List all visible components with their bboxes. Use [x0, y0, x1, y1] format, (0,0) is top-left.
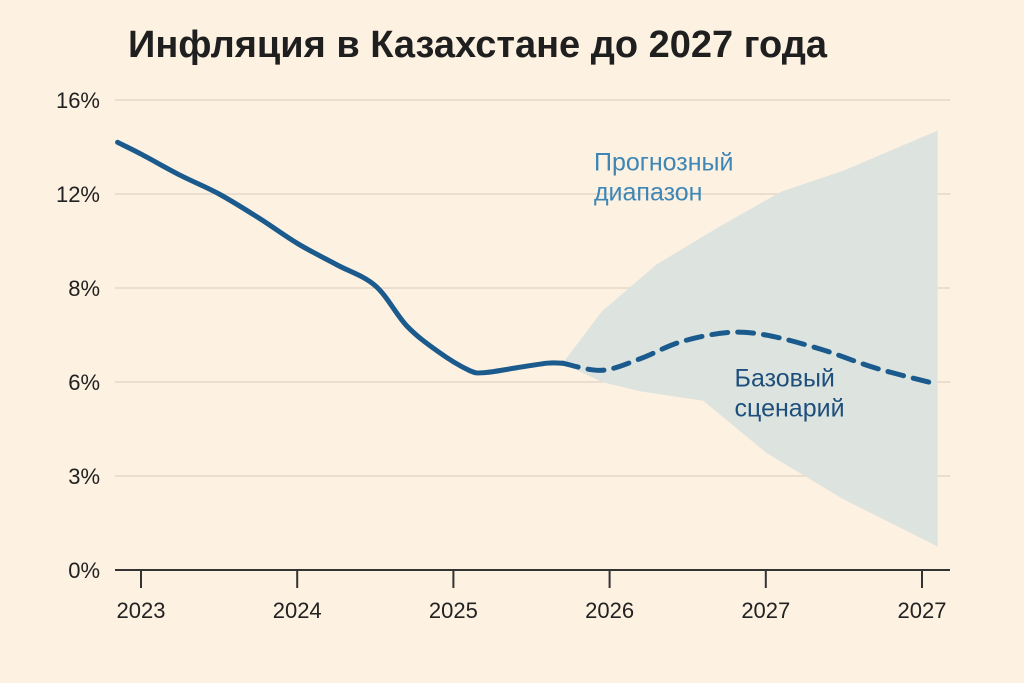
forecast-range-label: Прогнозный диапазон: [594, 149, 734, 207]
chart-title: Инфляция в Казахстане до 2027 года: [128, 24, 828, 66]
forecast-band: [562, 130, 938, 547]
annotation-line: сценарий: [735, 395, 845, 423]
y-tick-label: 16%: [56, 88, 100, 113]
y-tick-label: 12%: [56, 182, 100, 207]
x-tick-label: 2024: [273, 598, 322, 623]
x-tick-label: 2025: [429, 598, 478, 623]
y-tick-label: 0%: [68, 558, 100, 583]
y-tick-label: 8%: [68, 276, 100, 301]
series-line-baseline: [560, 329, 941, 387]
annotation-layer: Прогнозный диапазон Базовый сценарий: [594, 149, 845, 423]
annotation-line: диапазон: [594, 179, 703, 207]
y-tick-label: 6%: [68, 370, 100, 395]
x-tick-label: 2023: [117, 598, 166, 623]
axis-layer: 2023 2024 2025 2026 2027 2027: [115, 569, 950, 623]
annotation-line: Базовый: [735, 365, 835, 393]
x-tick-label: 2027: [741, 598, 790, 623]
x-tick-label: 2027: [898, 598, 947, 623]
series-line-actual: [115, 139, 566, 376]
baseline-scenario-label: Базовый сценарий: [735, 365, 845, 423]
series-layer: [115, 139, 941, 387]
forecast-band-layer: [562, 130, 938, 547]
annotation-line: Прогнозный: [594, 149, 734, 177]
grid-layer: 0% 3% 6% 8% 12% 16%: [56, 88, 950, 583]
y-tick-label: 3%: [68, 464, 100, 489]
x-tick-label: 2026: [585, 598, 634, 623]
